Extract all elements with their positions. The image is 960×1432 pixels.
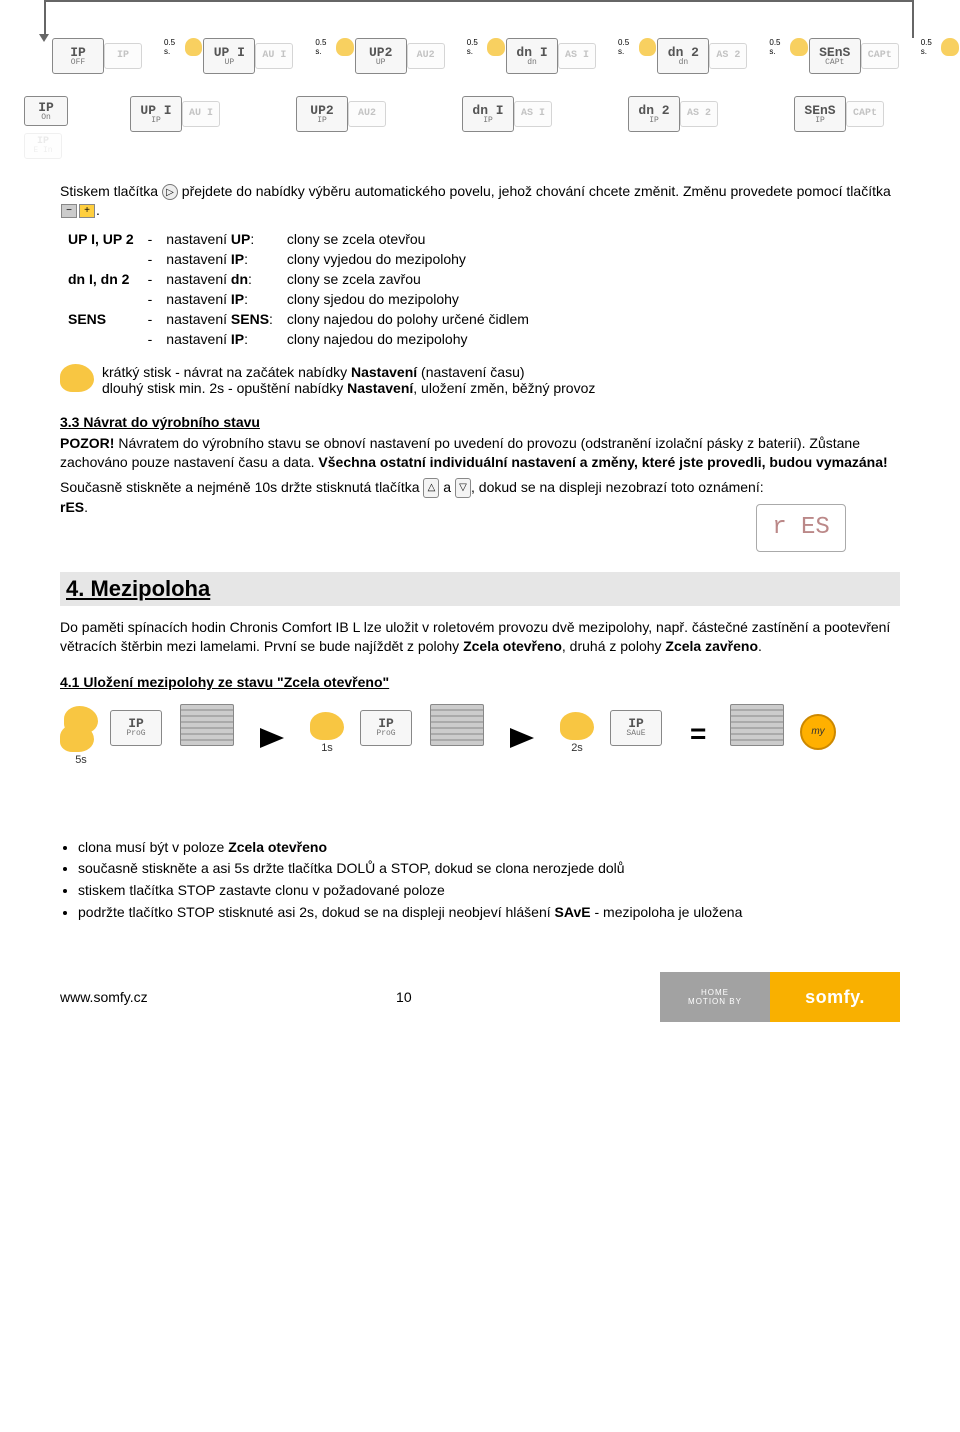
pozor-paragraph: POZOR! Návratem do výrobního stavu se ob… [60,434,900,472]
lcd-cell: dn 2IP [628,96,680,132]
arrow-right-icon [510,728,534,748]
my-button: my [800,714,836,750]
time-label: 5s [75,754,87,766]
table-row: -nastavení IP:clony najedou do mezipoloh… [62,330,535,348]
table-row: dn I, dn 2-nastavení dn:clony se zcela z… [62,270,535,288]
lcd-cell: dn IIP [462,96,514,132]
lcd-cell: UP IUP [203,38,255,74]
note-line: krátký stisk - návrat na začátek nabídky… [102,364,595,380]
arrow-down-icon [39,34,49,42]
lcd-cell: IPSAuE [610,710,662,746]
footer-page-number: 10 [396,989,412,1005]
lcd-cell: SEnSIP [794,96,846,132]
lcd-cell: UP2IP [296,96,348,132]
delay-label: 0.5 s. [618,38,634,56]
section-4-paragraph: Do paměti spínacích hodin Chronis Comfor… [60,618,900,656]
section-3-3-head: 3.3 Návrat do výrobního stavu [60,414,900,430]
blind-icon [430,704,484,746]
hand-icon [336,38,354,56]
down-icon: ▽ [455,478,471,498]
lcd-cell: SEnSCAPt [809,38,861,74]
diagram-row-1: IPOFF IP 0.5 s. UP IUP AU I 0.5 s. UP2UP… [52,38,960,74]
list-item: současně stiskněte a asi 5s držte tlačít… [78,859,900,878]
equals-icon: = [690,718,706,750]
lcd-cell: dn Idn [506,38,558,74]
list-item: stiskem tlačítka STOP zastavte clonu v p… [78,881,900,900]
intro-paragraph: Stiskem tlačítka ▷ přejdete do nabídky v… [60,182,900,220]
lcd-cell: UP IIP [130,96,182,132]
table-row: -nastavení IP:clony vyjedou do mezipoloh… [62,250,535,268]
flow-diagram: IPOFF IP 0.5 s. UP IUP AU I 0.5 s. UP2UP… [0,0,960,170]
hand-icon [60,364,94,392]
lcd-cell: IPProG [110,710,162,746]
logo-text: MOTION BY [688,997,742,1006]
time-label: 1s [321,742,333,754]
logo-text: somfy. [770,972,900,1022]
flow-line [44,0,46,38]
diagram-row-2: UP IIP AU I UP2IP AU2 dn IIP AS I dn 2IP… [130,96,902,132]
blind-icon [730,704,784,746]
delay-label: 0.5 s. [769,38,785,56]
logo-text: HOME [701,988,729,997]
sequence-diagram: 5s IPProG 1s IPProG [60,700,900,820]
hand-icon [560,712,594,740]
delay-label: 0.5 s. [315,38,331,56]
list-item: podržte tlačítko STOP stisknuté asi 2s, … [78,903,900,922]
table-row: UP I, UP 2-nastavení UP:clony se zcela o… [62,230,535,248]
hand-icon [60,724,94,752]
settings-table: UP I, UP 2-nastavení UP:clony se zcela o… [60,228,537,350]
delay-label: 0.5 s. [921,38,937,56]
hand-icon [941,38,959,56]
time-label: 2s [571,742,583,754]
lcd-cell: IPProG [360,710,412,746]
hand-icon [790,38,808,56]
bullet-list: clona musí být v poloze Zcela otevřeno s… [78,838,900,923]
plus-minus-icon: −+ [60,204,96,218]
delay-label: 0.5 s. [467,38,483,56]
side-lcd-faded: IPE In [24,130,62,159]
side-lcd: IPOn [24,96,68,126]
delay-label: 0.5 s. [164,38,180,56]
table-row: -nastavení IP:clony sjedou do mezipolohy [62,290,535,308]
footer-url: www.somfy.cz [60,989,148,1005]
flow-line [912,0,914,38]
play-icon: ▷ [162,184,178,200]
note-line: dlouhý stisk min. 2s - opuštění nabídky … [102,380,595,396]
up-icon: △ [423,478,439,498]
hand-note: krátký stisk - návrat na začátek nabídky… [60,364,900,396]
hand-icon [639,38,657,56]
lcd-cell: dn 2dn [657,38,709,74]
hand-icon [487,38,505,56]
hand-icon [310,712,344,740]
hand-icon [185,38,203,56]
page-footer: www.somfy.cz 10 HOME MOTION BY somfy. [60,972,900,1038]
section-4-head: 4. Mezipoloha [60,572,900,606]
res-display: r ES [756,504,846,552]
lcd-cell: IPOFF [52,38,104,74]
lcd-cell: UP2UP [355,38,407,74]
list-item: clona musí být v poloze Zcela otevřeno [78,838,900,857]
brand-logo: HOME MOTION BY somfy. [660,972,900,1022]
flow-line [44,0,914,2]
blind-icon [180,704,234,746]
table-row: SENS-nastavení SENS:clony najedou do pol… [62,310,535,328]
section-4-1-head: 4.1 Uložení mezipolohy ze stavu "Zcela o… [60,674,900,690]
arrow-right-icon [260,728,284,748]
